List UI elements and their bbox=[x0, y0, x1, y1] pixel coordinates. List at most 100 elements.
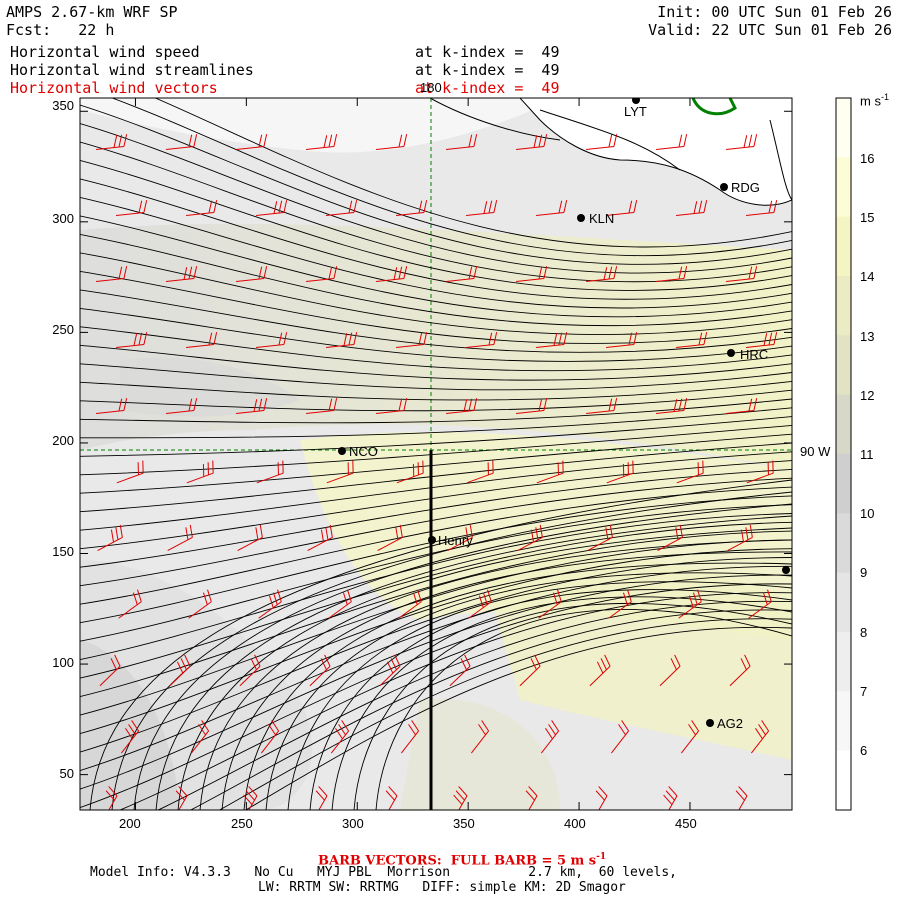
wind-barb bbox=[746, 332, 778, 348]
wind-barb bbox=[449, 654, 471, 687]
wind-barb bbox=[446, 398, 478, 414]
wind-barb bbox=[746, 200, 778, 216]
wind-barb bbox=[732, 786, 748, 810]
station-label-ag2: AG2 bbox=[717, 716, 744, 731]
wind-barb bbox=[657, 524, 683, 552]
wind-barb bbox=[166, 398, 198, 414]
wind-barb bbox=[676, 332, 708, 348]
colorbar-swatch bbox=[836, 394, 851, 455]
streamline bbox=[80, 196, 792, 309]
colorbar-unit: m s-1 bbox=[860, 92, 889, 109]
colorbar-level: 15 bbox=[860, 210, 875, 225]
wind-barb bbox=[379, 654, 401, 687]
wind-barb bbox=[166, 134, 198, 150]
colorbar-swatch bbox=[836, 335, 851, 396]
x-tick-label: 250 bbox=[231, 816, 253, 831]
station-marker bbox=[338, 447, 346, 455]
streamline bbox=[80, 416, 792, 457]
colorbar-level: 11 bbox=[860, 447, 874, 462]
wind-barb bbox=[382, 786, 398, 810]
field-wind-speed-level: at k-index = 49 bbox=[415, 43, 560, 61]
colorbar-swatch bbox=[836, 216, 851, 277]
station-label-nco: NCO bbox=[349, 444, 378, 459]
streamline bbox=[80, 159, 792, 291]
wind-barb bbox=[610, 720, 630, 754]
streamline bbox=[80, 344, 792, 381]
wind-barb bbox=[656, 266, 688, 282]
streamline bbox=[80, 178, 792, 300]
wind-barb bbox=[96, 398, 128, 414]
wind-barb bbox=[237, 524, 263, 552]
wind-barb bbox=[592, 786, 608, 810]
wind-barb bbox=[466, 200, 498, 216]
wind-barb bbox=[326, 460, 354, 484]
streamline bbox=[155, 515, 792, 810]
wind-barb bbox=[97, 524, 123, 552]
streamline bbox=[80, 123, 792, 274]
colorbar-level: 13 bbox=[860, 329, 875, 344]
wind-barb bbox=[116, 200, 148, 216]
wind-barb bbox=[239, 654, 261, 687]
streamline bbox=[111, 491, 792, 810]
wind-barb bbox=[396, 332, 428, 348]
streamline bbox=[287, 581, 792, 810]
streamline bbox=[80, 252, 792, 335]
streamline bbox=[80, 141, 792, 283]
wind-barb bbox=[586, 134, 618, 150]
wind-barb bbox=[116, 460, 144, 484]
wind-barb bbox=[726, 266, 758, 282]
wind-barb bbox=[242, 786, 258, 810]
wind-barb bbox=[726, 134, 758, 150]
streamline bbox=[133, 503, 792, 810]
wind-barb bbox=[167, 524, 193, 552]
streamline bbox=[80, 389, 792, 412]
colorbar-swatch bbox=[836, 276, 851, 336]
y-tick-label: 300 bbox=[52, 211, 74, 226]
streamline bbox=[265, 572, 792, 810]
streamline bbox=[80, 424, 792, 476]
streamline bbox=[80, 215, 792, 318]
wind-barb bbox=[307, 524, 333, 552]
wind-barb bbox=[589, 654, 611, 687]
y-tick-label: 100 bbox=[52, 655, 74, 670]
wind-barb bbox=[606, 332, 638, 348]
streamline bbox=[80, 451, 792, 531]
wind-barb bbox=[256, 200, 288, 216]
wind-barb bbox=[536, 332, 568, 348]
field-streamlines: Horizontal wind streamlines bbox=[10, 61, 254, 79]
wind-barb bbox=[466, 332, 498, 348]
parallel-label: 90 W bbox=[800, 444, 831, 459]
streamline bbox=[80, 407, 792, 439]
colorbar-swatch bbox=[836, 513, 851, 574]
wind-barb bbox=[516, 134, 548, 150]
wind-barb bbox=[326, 332, 358, 348]
streamline bbox=[375, 609, 792, 810]
wind-barb bbox=[746, 460, 774, 484]
wind-barb bbox=[309, 654, 331, 687]
model-title: AMPS 2.67-km WRF SP bbox=[6, 3, 178, 21]
wind-barb bbox=[470, 720, 490, 754]
colorbar-level: 12 bbox=[860, 388, 875, 403]
x-tick-label: 450 bbox=[675, 816, 697, 831]
wind-barb bbox=[540, 720, 560, 754]
wind-barb bbox=[116, 332, 148, 348]
colorbar-level: 6 bbox=[860, 743, 868, 758]
wind-barb bbox=[256, 460, 284, 484]
wind-barb bbox=[169, 654, 191, 687]
streamline bbox=[80, 233, 792, 327]
x-tick-label: 300 bbox=[342, 816, 364, 831]
streamline bbox=[80, 548, 792, 735]
wind-barb bbox=[536, 460, 564, 484]
streamline bbox=[218, 618, 792, 810]
wind-barb bbox=[538, 589, 562, 619]
wind-barb bbox=[398, 589, 422, 619]
streamline bbox=[80, 326, 792, 372]
wind-barb bbox=[400, 720, 420, 754]
wind-barb bbox=[102, 786, 118, 810]
wind-barb bbox=[328, 589, 352, 619]
colorbar-swatch bbox=[836, 454, 851, 514]
wind-barb bbox=[662, 786, 678, 810]
wind-barb bbox=[517, 524, 543, 552]
streamline bbox=[80, 380, 792, 401]
streamline bbox=[80, 557, 792, 753]
